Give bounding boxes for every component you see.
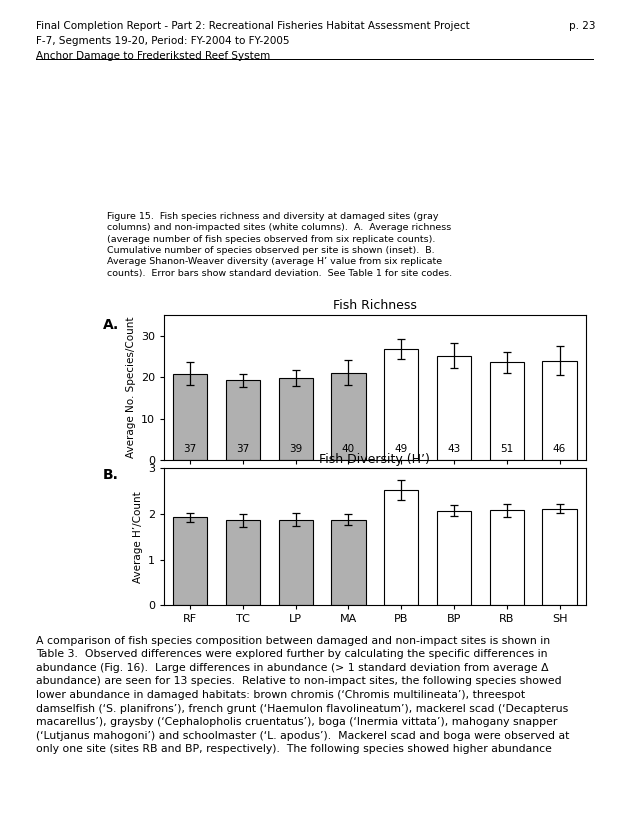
- Text: Final Completion Report - Part 2: Recreational Fisheries Habitat Assessment Proj: Final Completion Report - Part 2: Recrea…: [36, 21, 469, 31]
- Text: B.: B.: [103, 469, 118, 482]
- Text: Figure 15.  Fish species richness and diversity at damaged sites (gray
columns) : Figure 15. Fish species richness and div…: [107, 212, 452, 278]
- Title: Fish Diversity (H’): Fish Diversity (H’): [319, 453, 430, 466]
- Bar: [331, 372, 365, 460]
- Text: 51: 51: [500, 444, 513, 454]
- Bar: [437, 355, 471, 460]
- Text: A comparison of fish species composition between damaged and non-impact sites is: A comparison of fish species composition…: [36, 636, 570, 755]
- Bar: [490, 510, 524, 606]
- Bar: [278, 519, 313, 606]
- Y-axis label: Average H’/Count: Average H’/Count: [134, 491, 144, 583]
- Bar: [542, 360, 576, 460]
- Text: Anchor Damage to Frederiksted Reef System: Anchor Damage to Frederiksted Reef Syste…: [36, 51, 270, 60]
- Text: p. 23: p. 23: [569, 21, 595, 31]
- Title: Fish Richness: Fish Richness: [333, 299, 417, 312]
- Text: 43: 43: [447, 444, 461, 454]
- Bar: [173, 518, 207, 606]
- Bar: [542, 509, 576, 606]
- Bar: [437, 511, 471, 606]
- Bar: [490, 362, 524, 460]
- Text: A.: A.: [103, 318, 119, 332]
- Bar: [384, 349, 418, 460]
- Bar: [226, 521, 260, 606]
- Bar: [173, 374, 207, 460]
- Bar: [331, 520, 365, 606]
- Text: F-7, Segments 19-20, Period: FY-2004 to FY-2005: F-7, Segments 19-20, Period: FY-2004 to …: [36, 36, 289, 46]
- Text: 40: 40: [342, 444, 355, 454]
- Text: 39: 39: [289, 444, 302, 454]
- Bar: [226, 381, 260, 460]
- Bar: [384, 491, 418, 606]
- Y-axis label: Average No. Species/Count: Average No. Species/Count: [127, 317, 137, 458]
- Text: 49: 49: [394, 444, 408, 454]
- Text: 37: 37: [236, 444, 249, 454]
- Text: 46: 46: [553, 444, 566, 454]
- Text: 37: 37: [183, 444, 197, 454]
- Bar: [278, 378, 313, 460]
